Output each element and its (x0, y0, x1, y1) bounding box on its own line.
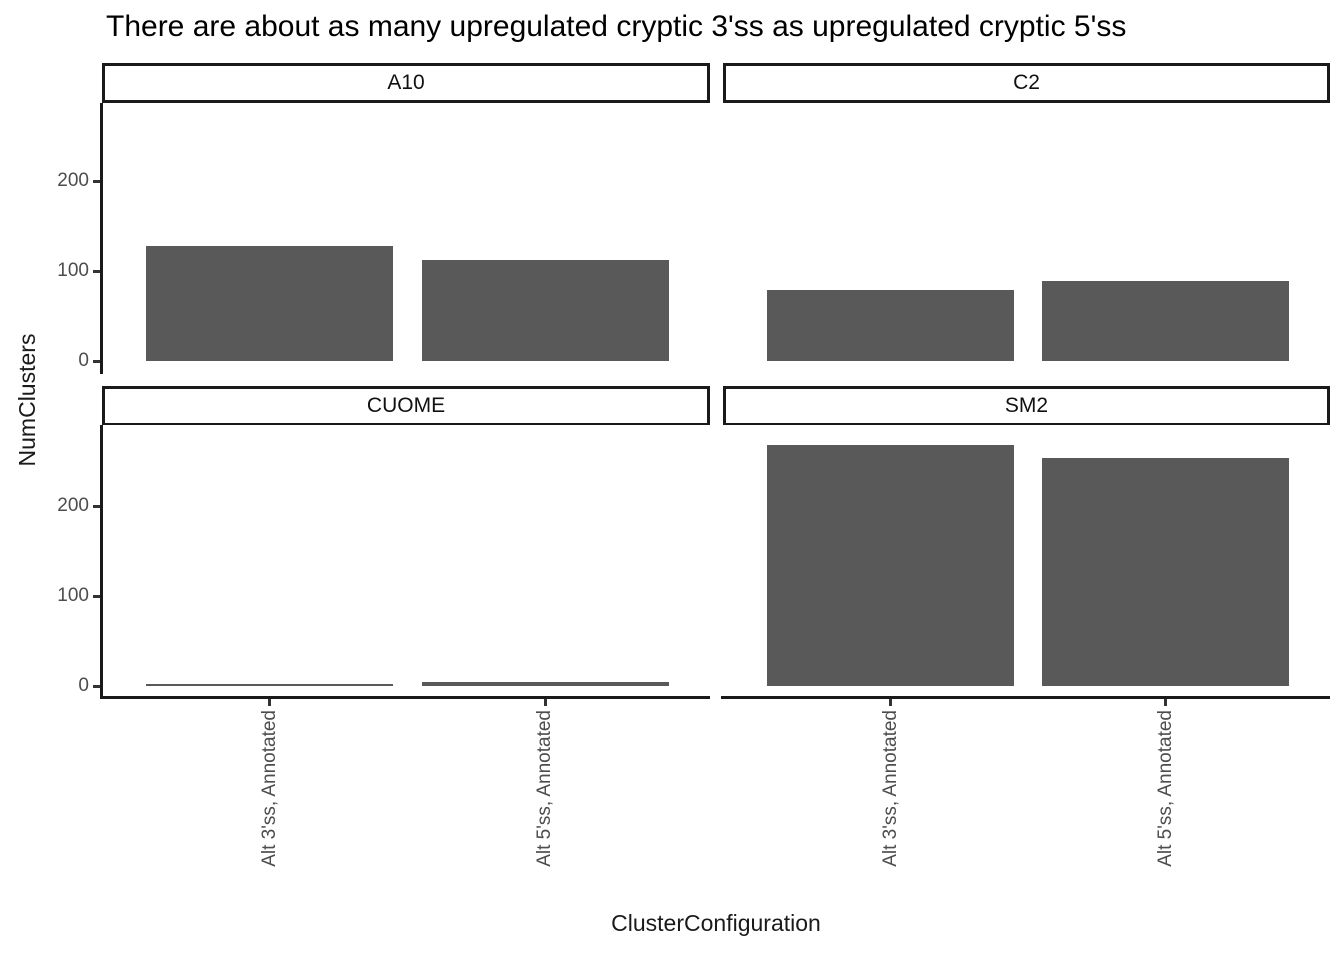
x-tick-mark (543, 699, 547, 706)
facet-strip: A10 (102, 63, 710, 103)
y-tick-label: 100 (57, 585, 89, 606)
chart-title: There are about as many upregulated cryp… (106, 10, 1127, 43)
facet-panel (102, 103, 710, 373)
facet-strip-label: SM2 (1004, 394, 1049, 417)
x-tick-mark (268, 699, 272, 706)
facet-panel (723, 425, 1330, 698)
y-tick-mark (93, 359, 100, 363)
y-tick-mark (93, 594, 100, 598)
facet-strip: C2 (723, 63, 1330, 103)
facet-strip: CUOME (102, 386, 710, 426)
facet-strip-label: CUOME (366, 394, 446, 417)
y-tick-mark (93, 179, 100, 183)
y-tick-label: 0 (78, 675, 89, 696)
y-tick-label: 100 (57, 260, 89, 281)
x-axis-title: ClusterConfiguration (611, 910, 821, 936)
y-tick-mark (93, 269, 100, 273)
facet-strip-label: C2 (1013, 71, 1040, 94)
y-tick-label: 200 (57, 495, 89, 516)
y-tick-mark (93, 504, 100, 508)
bar (146, 684, 394, 686)
bar (767, 444, 1014, 686)
x-tick-mark (889, 699, 893, 706)
y-axis-line (100, 103, 103, 374)
y-tick-mark (93, 684, 100, 688)
facet-panel (723, 103, 1330, 373)
bar (421, 260, 669, 361)
x-tick-label: Alt 3'ss, Annotated (879, 710, 901, 867)
y-tick-label: 200 (57, 170, 89, 191)
x-axis-line (100, 696, 710, 699)
facet-strip-label: A10 (387, 71, 425, 94)
bar (421, 682, 669, 686)
facet-strip: SM2 (723, 386, 1330, 426)
bar (1042, 458, 1289, 686)
facet-panel (102, 425, 710, 698)
x-axis-line (721, 696, 1330, 699)
y-axis-line (100, 425, 103, 699)
x-tick-label: Alt 3'ss, Annotated (258, 710, 280, 867)
x-tick-label: Alt 5'ss, Annotated (1154, 710, 1176, 867)
bar (767, 289, 1014, 361)
x-tick-label: Alt 5'ss, Annotated (534, 710, 556, 867)
bar (146, 245, 394, 361)
x-tick-mark (1164, 699, 1167, 706)
y-tick-label: 0 (78, 350, 89, 371)
bar (1042, 280, 1289, 361)
